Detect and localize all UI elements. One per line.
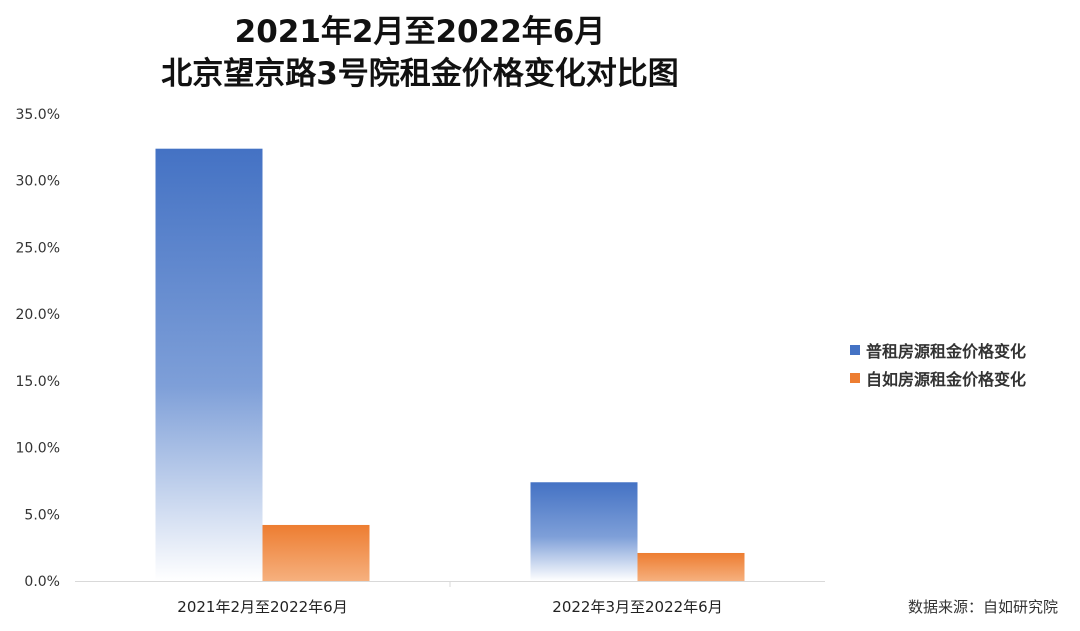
bar-series2-cat1 [262,524,370,581]
y-tick-label: 35.0% [16,107,60,123]
y-tick-label: 10.0% [16,441,60,457]
y-tick-label: 25.0% [16,240,60,256]
legend: 普租房源租金价格变化 自如房源租金价格变化 [850,336,1026,392]
legend-item-series2: 自如房源租金价格变化 [850,364,1026,392]
data-source-note: 数据来源：自如研究院 [907,598,1058,616]
bar-series2-cat2 [637,552,745,581]
y-tick-label: 5.0% [24,507,60,523]
legend-swatch-series2 [850,373,860,383]
chart-title-line2: 北京望京路3号院租金价格变化对比图 [161,56,679,92]
legend-item-series1: 普租房源租金价格变化 [850,336,1026,364]
y-axis: 0.0% 5.0% 10.0% 15.0% 20.0% 25.0% 30.0% 35.0% [16,107,60,590]
x-category-label: 2021年2月至2022年6月 [177,598,347,616]
y-tick-label: 0.0% [24,574,60,590]
legend-label-series2: 自如房源租金价格变化 [866,370,1027,389]
y-tick-label: 30.0% [16,174,60,190]
bar-chart: 0.0% 5.0% 10.0% 15.0% 20.0% 25.0% 30.0% 35.0% 2… [16,107,825,616]
legend-swatch-series1 [850,345,860,355]
x-category-label: 2022年3月至2022年6月 [552,598,722,616]
y-tick-label: 15.0% [16,374,60,390]
bars [155,148,745,582]
bar-series1-cat2 [530,482,638,581]
chart-title-line1: 2021年2月至2022年6月 [234,14,606,50]
legend-label-series1: 普租房源租金价格变化 [866,342,1027,361]
y-tick-label: 20.0% [16,307,60,323]
x-axis: 2021年2月至2022年6月 2022年3月至2022年6月 [75,581,825,616]
bar-series1-cat1 [155,148,263,582]
